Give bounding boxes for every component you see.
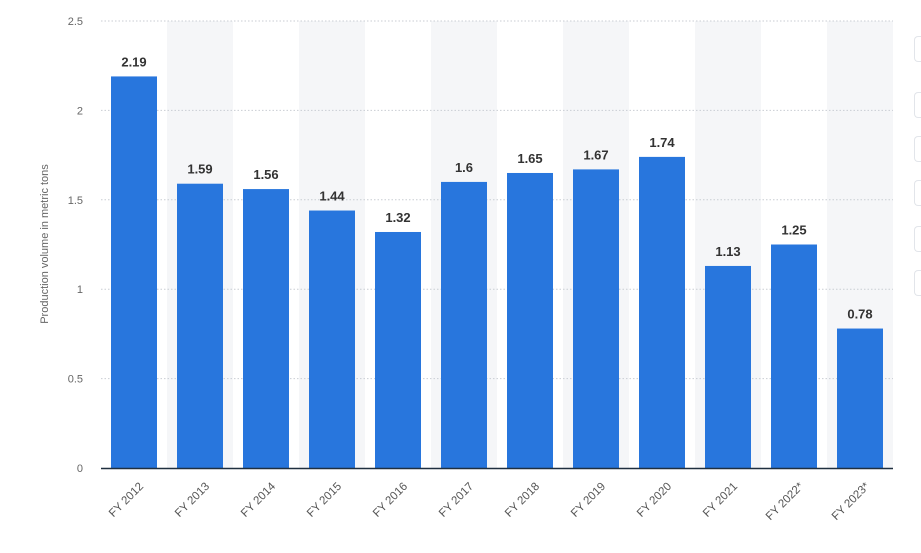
y-tick-label: 1 [77, 284, 83, 296]
data-label: 1.56 [253, 167, 278, 182]
bar [507, 172, 553, 469]
data-label: 1.59 [187, 162, 212, 177]
y-tick-label: 2.5 [68, 16, 83, 28]
x-tick-label: FY 2019 [569, 481, 608, 520]
data-label: 1.32 [385, 210, 410, 225]
data-labels: 2.19 1.59 1.56 1.44 1.32 1.6 1.65 1.67 1.74 1.13 1… [121, 54, 872, 321]
side-tab[interactable] [914, 36, 921, 62]
x-tick-label: FY 2022* [764, 480, 807, 523]
bar [111, 76, 157, 468]
bar [837, 328, 883, 468]
gridlines [101, 20, 893, 380]
side-tab[interactable] [914, 180, 921, 206]
x-axis-ticks: FY 2012 FY 2013 FY 2014 FY 2015 FY 2016 FY 20… [107, 480, 872, 523]
x-tick-label: FY 2013 [173, 481, 212, 520]
side-tab[interactable] [914, 92, 921, 118]
x-tick-label: FY 2017 [437, 481, 476, 520]
y-tick-label: 0.5 [68, 374, 83, 386]
y-tick-label: 1.5 [68, 195, 83, 207]
bar [705, 265, 751, 468]
side-tab[interactable] [914, 226, 921, 252]
data-label: 1.74 [649, 135, 675, 150]
bar [309, 210, 355, 468]
y-tick-label: 2 [77, 105, 83, 117]
data-label: 1.65 [517, 151, 542, 166]
x-tick-label: FY 2015 [305, 481, 344, 520]
data-label: 1.67 [583, 147, 608, 162]
bars [111, 76, 883, 469]
data-label: 1.25 [781, 223, 806, 238]
side-tab[interactable] [914, 136, 921, 162]
y-axis-ticks: 0 0.5 1 1.5 2 2.5 [68, 16, 83, 475]
bar [639, 156, 685, 468]
x-tick-label: FY 2014 [239, 480, 279, 520]
bar [771, 244, 817, 468]
side-panel-edge [914, 0, 921, 553]
bar [441, 181, 487, 469]
x-tick-label: FY 2012 [107, 481, 146, 520]
side-tab[interactable] [914, 270, 921, 296]
x-tick-label: FY 2023* [830, 480, 873, 523]
y-tick-label: 0 [77, 463, 83, 475]
x-tick-label: FY 2021 [701, 481, 740, 520]
bar [243, 189, 289, 468]
data-label: 0.78 [847, 307, 872, 322]
x-tick-label: FY 2016 [371, 481, 410, 520]
data-label: 2.19 [121, 54, 146, 69]
bar [573, 169, 619, 469]
y-axis-label: Production volume in metric tons [39, 164, 51, 324]
data-label: 1.44 [319, 189, 345, 204]
data-label: 1.13 [715, 244, 740, 259]
bar [177, 183, 223, 468]
x-tick-label: FY 2018 [503, 481, 542, 520]
data-label: 1.6 [455, 160, 473, 175]
x-tick-label: FY 2020 [635, 481, 674, 520]
bar [375, 231, 421, 468]
